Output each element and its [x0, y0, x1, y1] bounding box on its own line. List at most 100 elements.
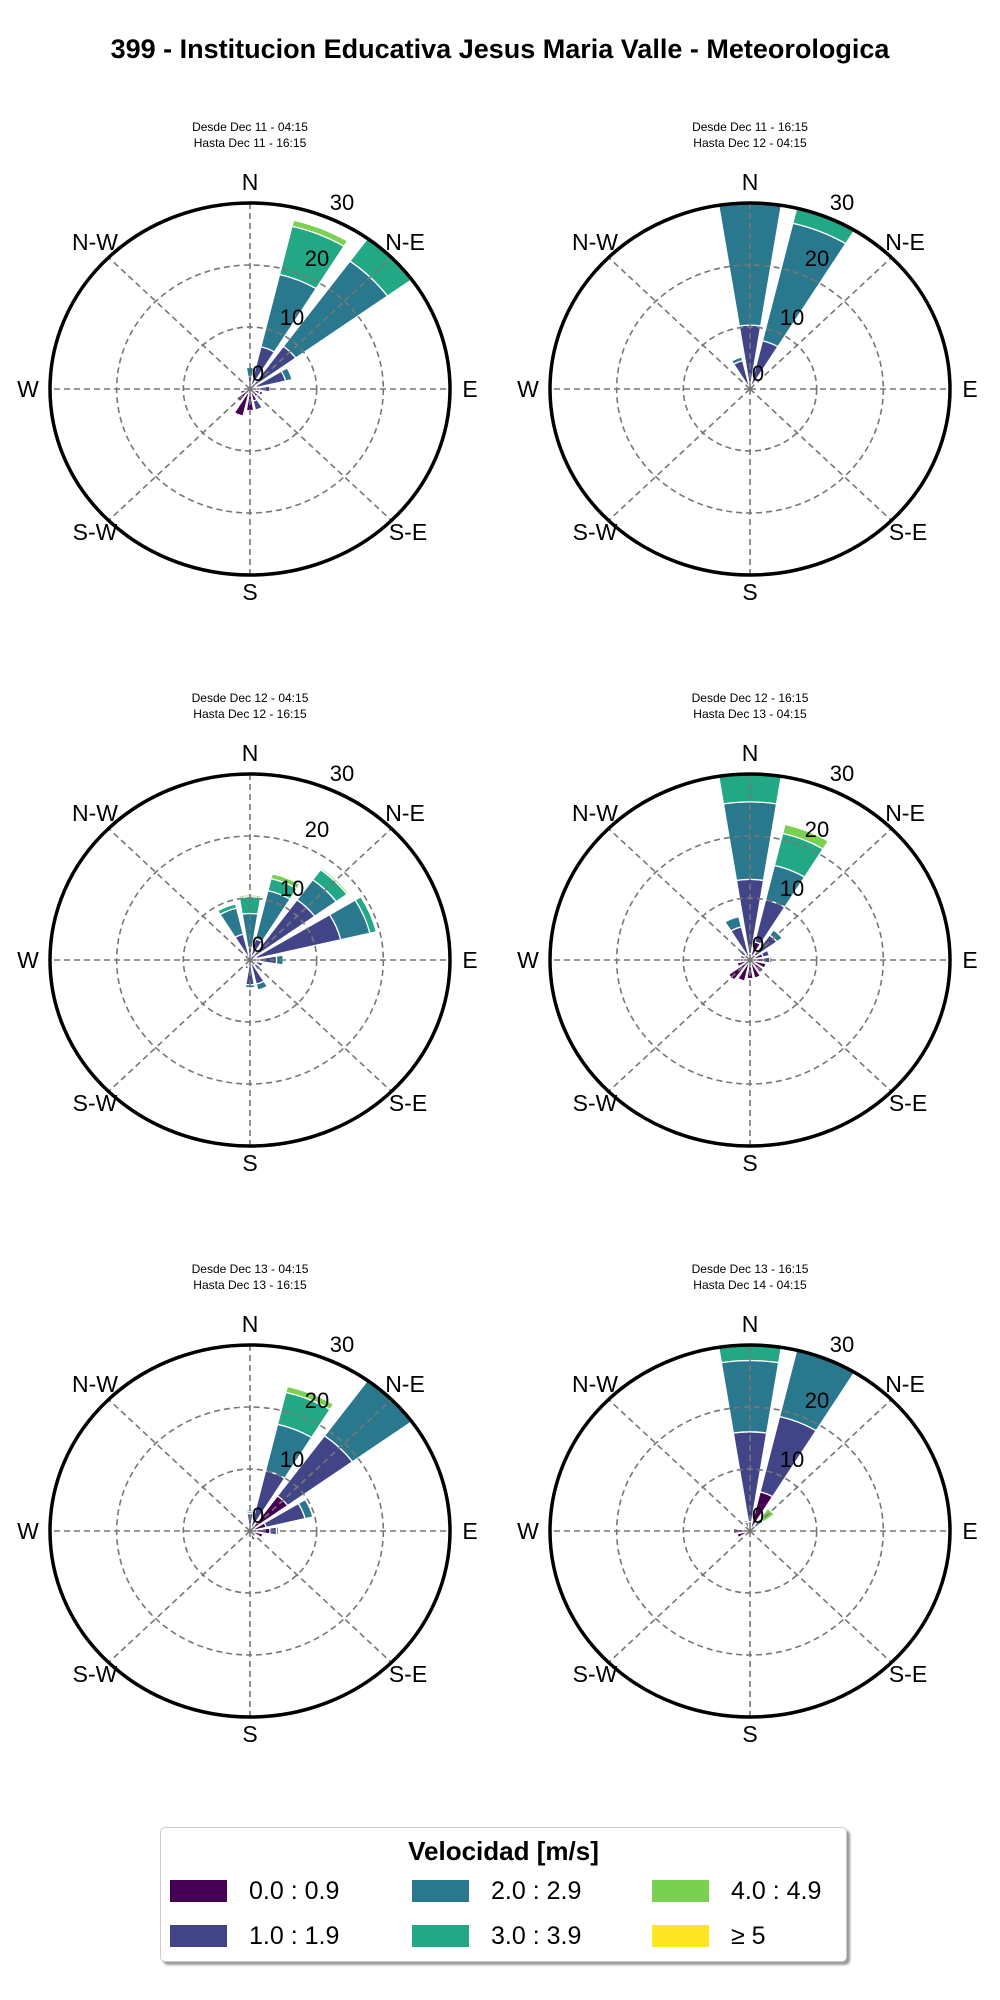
wind-bar-segment: [737, 960, 750, 966]
direction-label: E: [462, 1518, 477, 1544]
grid-spoke: [750, 1399, 891, 1531]
direction-label: S: [242, 1721, 257, 1747]
radial-tick-label: 0: [252, 1503, 264, 1528]
grid-spoke: [250, 828, 391, 960]
grid-spoke: [609, 828, 750, 960]
panel-subtitle-to: Hasta Dec 11 - 16:15: [194, 136, 307, 150]
direction-label: S-E: [889, 1661, 927, 1687]
grid-spoke: [250, 1399, 391, 1531]
wind-bar-segment: [276, 955, 283, 965]
legend-label: ≥ 5: [731, 1921, 766, 1950]
wind-bar-segment: [732, 357, 743, 364]
wind-bar-segment: [733, 1529, 750, 1534]
wind-rose-panel: Desde Dec 11 - 16:15 Hasta Dec 12 - 04:15…: [517, 120, 978, 605]
radial-tick-label: 0: [752, 361, 764, 386]
panel-subtitle-from: Desde Dec 12 - 04:15: [192, 691, 309, 705]
radial-tick-label: 20: [305, 1388, 329, 1413]
direction-label: W: [17, 376, 39, 402]
wind-bar-segment: [355, 897, 376, 933]
wind-bar-segment: [245, 965, 249, 969]
wind-bar-segment: [298, 1500, 313, 1519]
direction-label: N-W: [572, 800, 618, 826]
grid-spoke: [609, 389, 750, 521]
direction-label: N-W: [72, 800, 118, 826]
grid-spoke: [750, 389, 891, 521]
panel-subtitle-from: Desde Dec 11 - 16:15: [692, 120, 808, 134]
direction-label: E: [962, 947, 977, 973]
direction-label: S-E: [389, 1090, 427, 1116]
direction-label: E: [462, 376, 477, 402]
radial-tick-label: 0: [752, 932, 764, 957]
legend-item: 0.0 : 0.9: [170, 1876, 339, 1906]
grid-spoke: [250, 1531, 391, 1663]
panel-subtitle-from: Desde Dec 12 - 16:15: [692, 691, 809, 705]
legend-item: 4.0 : 4.9: [652, 1876, 821, 1906]
direction-label: W: [517, 1518, 539, 1544]
wind-bar-segment: [321, 868, 349, 894]
radial-tick-label: 30: [830, 761, 854, 786]
direction-label: N-E: [885, 229, 925, 255]
panel-subtitle-to: Hasta Dec 12 - 16:15: [193, 707, 307, 721]
wind-bar-segment: [725, 917, 742, 931]
legend-label: 4.0 : 4.9: [731, 1876, 822, 1905]
direction-label: S: [742, 1150, 757, 1176]
legend-swatch: [652, 1925, 709, 1947]
wind-rose-panel: Desde Dec 12 - 16:15 Hasta Dec 13 - 04:15…: [517, 691, 978, 1176]
direction-label: S-E: [889, 519, 927, 545]
grid-spoke: [750, 828, 891, 960]
direction-label: N-E: [885, 800, 925, 826]
radial-tick-label: 20: [805, 817, 829, 842]
grid-spoke: [250, 389, 391, 521]
legend-title: Velocidad [m/s]: [408, 1836, 599, 1866]
wind-bar-segment: [281, 368, 292, 381]
wind-bar-segment: [271, 874, 300, 889]
grid-spoke: [609, 1399, 750, 1531]
panel-subtitle-from: Desde Dec 13 - 04:15: [192, 1262, 309, 1276]
direction-label: S-W: [73, 1090, 118, 1116]
radial-tick-label: 30: [830, 190, 854, 215]
panel-subtitle-to: Hasta Dec 13 - 16:15: [193, 1278, 307, 1292]
legend-label: 2.0 : 2.9: [491, 1876, 582, 1905]
legend-swatch: [412, 1880, 469, 1902]
figure-title: 399 - Institucion Educativa Jesus Maria …: [110, 34, 890, 64]
direction-label: S: [242, 579, 257, 605]
radial-tick-label: 20: [805, 1388, 829, 1413]
panel-subtitle-to: Hasta Dec 14 - 04:15: [693, 1278, 807, 1292]
legend-item: ≥ 5: [652, 1921, 766, 1951]
legend-swatch: [412, 1925, 469, 1947]
direction-label: S-W: [73, 1661, 118, 1687]
wind-bar-segment: [738, 960, 750, 981]
grid-spoke: [750, 257, 891, 389]
wind-bar-segment: [259, 391, 263, 395]
radial-tick-label: 0: [752, 1503, 764, 1528]
grid-spoke: [109, 960, 250, 1092]
direction-label: S: [742, 579, 757, 605]
legend-item: 1.0 : 1.9: [170, 1921, 339, 1951]
grid-spoke: [250, 960, 391, 1092]
grid-spoke: [109, 389, 250, 521]
legend-swatch: [170, 1880, 227, 1902]
legend-swatch: [652, 1880, 709, 1902]
direction-label: N-W: [72, 1371, 118, 1397]
radial-tick-label: 30: [830, 1332, 854, 1357]
radial-tick-label: 0: [252, 932, 264, 957]
radial-tick-label: 20: [305, 817, 329, 842]
wind-rose-panel: Desde Dec 11 - 04:15 Hasta Dec 11 - 16:15…: [17, 120, 478, 605]
wind-bar-segment: [292, 220, 348, 246]
legend-label: 1.0 : 1.9: [249, 1921, 340, 1950]
radial-tick-label: 30: [330, 1332, 354, 1357]
direction-label: N-E: [885, 1371, 925, 1397]
radial-tick-label: 10: [280, 305, 304, 330]
direction-label: S-W: [573, 519, 618, 545]
wind-bar-segment: [218, 904, 237, 915]
wind-bar-segment: [783, 824, 829, 849]
grid-spoke: [750, 960, 891, 1092]
direction-label: W: [517, 947, 539, 973]
direction-label: S-W: [573, 1090, 618, 1116]
radial-tick-label: 30: [330, 761, 354, 786]
grid-spoke: [109, 1399, 250, 1531]
wind-bar-segment: [744, 1520, 748, 1523]
wind-bar-segment: [737, 1531, 750, 1537]
panel-subtitle-to: Hasta Dec 13 - 04:15: [693, 707, 807, 721]
